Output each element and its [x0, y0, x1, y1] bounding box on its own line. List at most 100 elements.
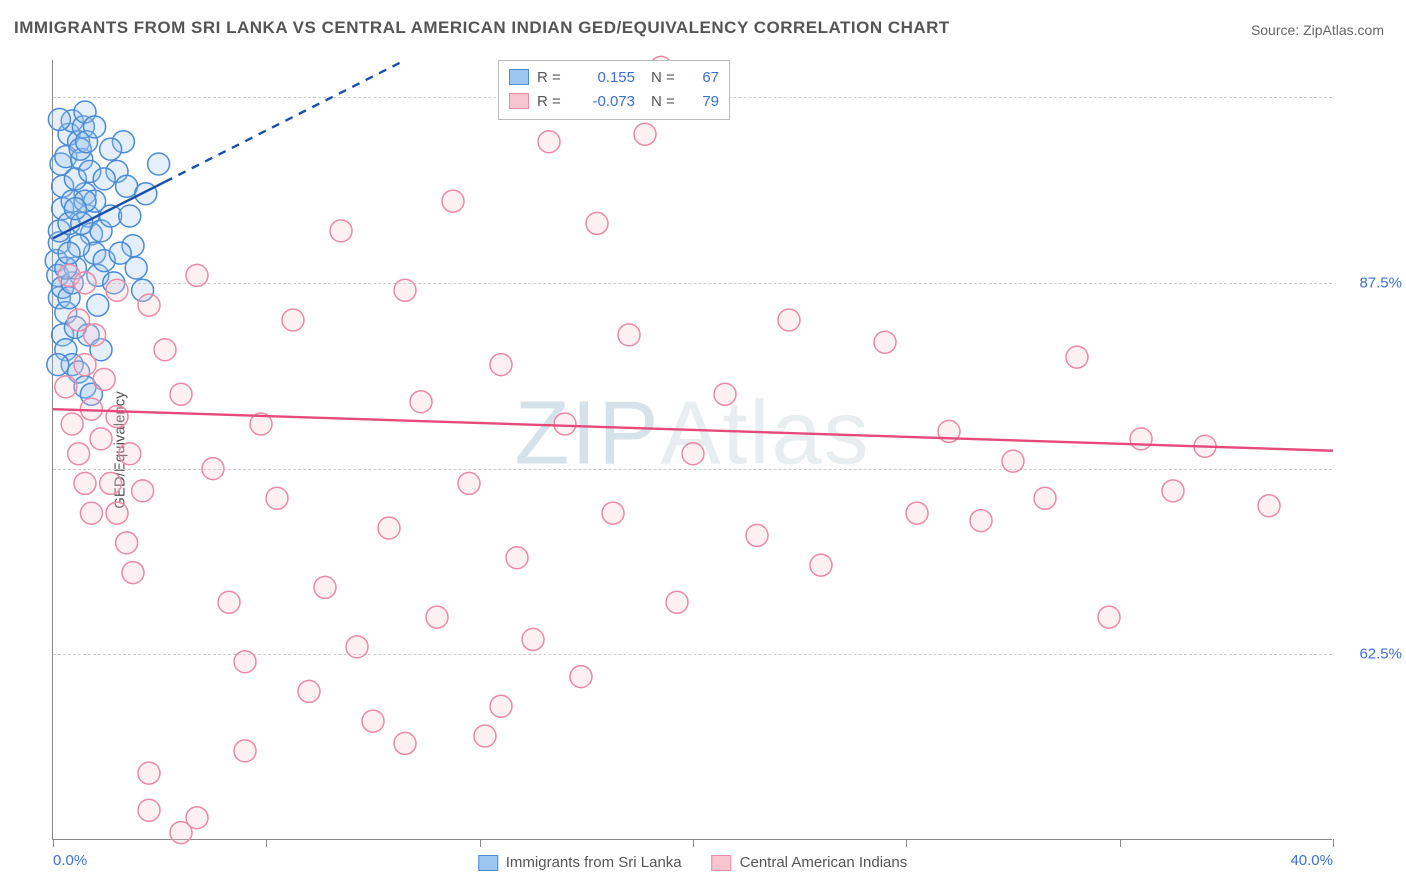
scatter-point-central_american	[1258, 495, 1280, 517]
scatter-point-central_american	[970, 510, 992, 532]
scatter-point-central_american	[186, 807, 208, 829]
scatter-point-central_american	[394, 732, 416, 754]
x-tick-label: 0.0%	[53, 852, 87, 869]
scatter-point-central_american	[90, 428, 112, 450]
legend-top-row-sri_lanka: R = 0.155 N = 67	[509, 65, 719, 89]
scatter-point-sri_lanka	[148, 153, 170, 175]
scatter-point-central_american	[80, 502, 102, 524]
scatter-point-central_american	[132, 480, 154, 502]
scatter-point-central_american	[122, 562, 144, 584]
scatter-point-sri_lanka	[100, 138, 122, 160]
scatter-point-central_american	[490, 354, 512, 376]
source-attribution: Source: ZipAtlas.com	[1251, 22, 1384, 38]
scatter-point-central_american	[1130, 428, 1152, 450]
legend-top-row-central_american: R = -0.073 N = 79	[509, 89, 719, 113]
legend-bottom-item-central_american: Central American Indians	[712, 854, 908, 871]
scatter-point-central_american	[810, 554, 832, 576]
scatter-point-central_american	[74, 272, 96, 294]
scatter-point-central_american	[100, 472, 122, 494]
legend-n-label: N =	[651, 69, 681, 86]
legend-swatch	[712, 855, 732, 871]
scatter-point-central_american	[106, 279, 128, 301]
legend-series-label: Central American Indians	[740, 854, 908, 871]
scatter-point-central_american	[442, 190, 464, 212]
scatter-point-central_american	[506, 547, 528, 569]
x-tick	[480, 839, 481, 847]
scatter-point-central_american	[1098, 606, 1120, 628]
scatter-point-central_american	[1066, 346, 1088, 368]
legend-swatch	[478, 855, 498, 871]
scatter-point-central_american	[234, 740, 256, 762]
scatter-point-sri_lanka	[109, 242, 131, 264]
scatter-point-central_american	[602, 502, 624, 524]
chart-title: IMMIGRANTS FROM SRI LANKA VS CENTRAL AME…	[14, 18, 950, 38]
x-tick	[53, 839, 54, 847]
legend-bottom: Immigrants from Sri Lanka Central America…	[478, 854, 907, 871]
scatter-point-central_american	[474, 725, 496, 747]
scatter-point-central_american	[1162, 480, 1184, 502]
scatter-point-central_american	[61, 413, 83, 435]
legend-r-label: R =	[537, 93, 567, 110]
scatter-point-central_american	[138, 762, 160, 784]
legend-n-value: 79	[689, 93, 719, 110]
scatter-point-central_american	[119, 443, 141, 465]
legend-top: R = 0.155 N = 67 R = -0.073 N = 79	[498, 60, 730, 120]
scatter-point-central_american	[346, 636, 368, 658]
scatter-point-central_american	[154, 339, 176, 361]
scatter-point-central_american	[234, 651, 256, 673]
scatter-point-central_american	[55, 376, 77, 398]
scatter-point-sri_lanka	[64, 198, 86, 220]
scatter-point-central_american	[266, 487, 288, 509]
x-tick	[1120, 839, 1121, 847]
scatter-point-sri_lanka	[48, 108, 70, 130]
legend-r-value: -0.073	[575, 93, 635, 110]
scatter-point-central_american	[554, 413, 576, 435]
scatter-point-central_american	[490, 695, 512, 717]
legend-n-value: 67	[689, 69, 719, 86]
scatter-point-central_american	[68, 443, 90, 465]
scatter-point-sri_lanka	[93, 168, 115, 190]
scatter-point-central_american	[778, 309, 800, 331]
scatter-point-central_american	[330, 220, 352, 242]
legend-bottom-item-sri_lanka: Immigrants from Sri Lanka	[478, 854, 682, 871]
scatter-point-central_american	[634, 123, 656, 145]
y-tick-label: 62.5%	[1342, 646, 1402, 663]
legend-r-label: R =	[537, 69, 567, 86]
scatter-point-sri_lanka	[87, 294, 109, 316]
x-tick	[693, 839, 694, 847]
x-tick	[906, 839, 907, 847]
scatter-point-central_american	[116, 532, 138, 554]
scatter-point-central_american	[93, 368, 115, 390]
scatter-point-central_american	[666, 591, 688, 613]
scatter-point-central_american	[186, 264, 208, 286]
scatter-point-central_american	[106, 502, 128, 524]
scatter-point-central_american	[314, 576, 336, 598]
plot-area: GED/Equivalency ZIPAtlas 62.5%87.5% 0.0%…	[52, 60, 1332, 840]
scatter-point-central_american	[874, 331, 896, 353]
scatter-point-central_american	[682, 443, 704, 465]
scatter-point-central_american	[282, 309, 304, 331]
scatter-point-central_american	[586, 212, 608, 234]
trendline-dashed-sri_lanka	[165, 60, 405, 182]
scatter-point-central_american	[74, 472, 96, 494]
scatter-point-central_american	[538, 131, 560, 153]
legend-r-value: 0.155	[575, 69, 635, 86]
chart-svg	[53, 60, 1332, 839]
legend-n-label: N =	[651, 93, 681, 110]
scatter-point-central_american	[218, 591, 240, 613]
scatter-point-central_american	[618, 324, 640, 346]
scatter-point-central_american	[458, 472, 480, 494]
scatter-point-central_american	[426, 606, 448, 628]
x-tick	[1333, 839, 1334, 847]
scatter-point-central_american	[394, 279, 416, 301]
legend-swatch	[509, 93, 529, 109]
scatter-point-central_american	[522, 628, 544, 650]
scatter-point-central_american	[410, 391, 432, 413]
scatter-point-central_american	[202, 458, 224, 480]
scatter-point-sri_lanka	[135, 183, 157, 205]
legend-series-label: Immigrants from Sri Lanka	[506, 854, 682, 871]
scatter-point-central_american	[298, 680, 320, 702]
scatter-point-central_american	[362, 710, 384, 732]
scatter-point-central_american	[378, 517, 400, 539]
scatter-point-central_american	[170, 383, 192, 405]
